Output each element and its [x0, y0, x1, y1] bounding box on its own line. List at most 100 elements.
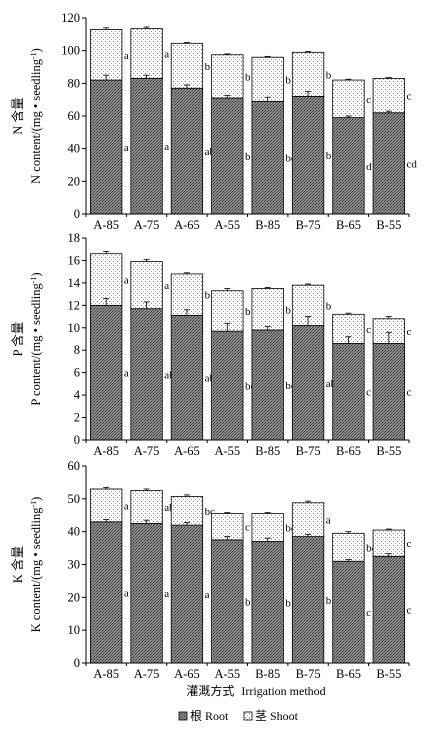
y-tick-label-n-0: 0	[74, 207, 80, 221]
x-tick-label-n-1: A-75	[134, 218, 160, 232]
sig-letter-root-n-7: cd	[407, 158, 418, 170]
sig-letter-root-n-0: a	[124, 142, 129, 154]
bar-root-k-1	[130, 523, 163, 664]
legend-label-shoot: 茎 Shoot	[255, 709, 299, 723]
x-axis-title: 灌溉方式 Irrigation method	[186, 683, 325, 698]
y-tick-label-n-3: 60	[68, 109, 81, 123]
x-axis-title-cn: 灌溉方式	[186, 683, 234, 698]
y-tick-label-n-6: 120	[61, 11, 80, 25]
y-tick-label-p-5: 10	[68, 321, 81, 335]
bar-root-n-6	[332, 117, 365, 215]
sig-letter-shoot-n-7: c	[407, 91, 412, 103]
y-tick-label-p-7: 14	[68, 276, 81, 290]
sig-letter-shoot-p-4: b	[285, 304, 291, 316]
bar-root-n-1	[130, 78, 163, 215]
x-tick-label-p-3: A-55	[214, 444, 240, 458]
bar-shoot-n-5	[291, 51, 325, 97]
bar-shoot-n-2	[170, 42, 204, 89]
y-tick-label-k-2: 20	[68, 590, 81, 604]
sig-letter-shoot-p-2: b	[205, 290, 211, 302]
sig-letter-root-k-4: b	[285, 597, 291, 609]
legend-label-root: 根 Root	[190, 709, 229, 723]
x-tick-label-p-5: B-75	[296, 444, 321, 458]
bar-root-k-4	[251, 541, 284, 664]
y-tick-label-n-5: 100	[61, 44, 80, 58]
sig-letter-shoot-n-4: b	[285, 74, 291, 86]
y-tick-label-p-0: 0	[74, 433, 80, 447]
x-tick-label-p-2: A-65	[174, 444, 200, 458]
y-axis-title-en-sup-k: -1	[29, 501, 38, 508]
y-axis-title-en-n: N content/(mg • seedling-1)	[29, 48, 44, 184]
y-tick-label-p-9: 18	[68, 231, 81, 245]
sig-letter-shoot-n-2: b	[205, 61, 211, 73]
bar-shoot-n-0	[90, 29, 123, 81]
sig-letter-shoot-p-0: a	[124, 275, 129, 287]
legend-swatch-root	[178, 711, 188, 721]
sig-letter-root-k-2: a	[205, 589, 210, 601]
legend-item-shoot: 茎 Shoot	[243, 709, 299, 723]
y-tick-label-p-6: 12	[68, 298, 81, 312]
legend-swatch-shoot	[243, 711, 253, 721]
x-tick-label-n-5: B-75	[296, 218, 321, 232]
sig-letter-root-k-6: c	[366, 607, 371, 619]
x-tick-label-p-1: A-75	[134, 444, 160, 458]
bar-root-p-5	[291, 325, 325, 441]
x-tick-label-k-6: B-65	[336, 667, 361, 681]
bar-shoot-k-3	[211, 513, 244, 541]
y-axis-title-en-close-n: )	[29, 48, 43, 52]
sig-letter-root-p-1: ab	[164, 369, 175, 381]
y-axis-title-cn-n: N 含量	[10, 97, 25, 134]
sig-letter-shoot-n-3: b	[245, 71, 251, 83]
sig-letter-root-k-1: a	[164, 588, 169, 600]
y-axis-title-en-sup-p: -1	[29, 277, 38, 284]
bar-shoot-k-1	[130, 490, 163, 524]
sig-letter-shoot-p-1: a	[164, 280, 169, 292]
sig-letter-shoot-k-7: c	[407, 538, 412, 550]
panel-p: a a A-85 ab a A-75 ab b A-65 bc b A-55 bc b B-85 ab b B-7…	[10, 231, 412, 458]
y-axis-title-en-main-k: K content/(mg • seedling	[29, 507, 43, 633]
sig-letter-root-p-4: bc	[285, 380, 296, 392]
sig-letter-shoot-n-0: a	[124, 50, 129, 62]
y-axis-title-cn-p: P 含量	[10, 322, 25, 357]
sig-letter-shoot-k-6: bc	[366, 542, 377, 554]
sig-letter-root-p-0: a	[124, 368, 129, 380]
sig-letter-shoot-k-1: ab	[164, 502, 175, 514]
y-tick-label-p-4: 8	[74, 343, 80, 357]
bar-shoot-n-4	[251, 56, 284, 102]
sig-letter-root-k-5: b	[326, 595, 332, 607]
sig-letter-root-p-3: bc	[245, 381, 256, 393]
svg-text:灌溉方式 Irrigation method: 灌溉方式 Irrigation method	[186, 683, 325, 698]
sig-letter-root-p-7: c	[407, 387, 412, 399]
x-tick-label-p-4: B-85	[255, 444, 280, 458]
x-tick-label-n-6: B-65	[336, 218, 361, 232]
sig-letter-shoot-p-6: c	[366, 324, 371, 336]
x-tick-label-k-7: B-55	[376, 667, 401, 681]
bar-root-p-3	[211, 330, 244, 441]
bar-root-p-2	[170, 315, 204, 441]
legend-item-root: 根 Root	[178, 709, 229, 723]
x-tick-label-n-4: B-85	[255, 218, 280, 232]
x-tick-label-n-0: A-85	[93, 218, 119, 232]
bar-shoot-k-7	[372, 529, 405, 557]
bar-shoot-n-1	[130, 28, 163, 79]
x-tick-label-n-3: A-55	[214, 218, 240, 232]
sig-letter-root-n-6: d	[366, 161, 372, 173]
bar-shoot-k-0	[90, 488, 123, 523]
bar-root-n-0	[90, 79, 123, 215]
bar-shoot-n-6	[332, 79, 365, 119]
sig-letter-shoot-k-0: a	[124, 500, 129, 512]
bar-root-p-1	[130, 308, 163, 441]
bar-root-k-2	[170, 524, 204, 664]
sig-letter-root-k-3: b	[245, 596, 251, 608]
y-axis-title-en-main-p: P content/(mg • seedling	[29, 283, 43, 406]
x-tick-label-n-7: B-55	[376, 218, 401, 232]
sig-letter-root-p-6: c	[366, 387, 371, 399]
x-tick-label-p-7: B-55	[376, 444, 401, 458]
bar-shoot-p-2	[170, 273, 204, 316]
bar-shoot-k-4	[251, 513, 284, 542]
y-tick-label-n-4: 80	[68, 76, 81, 90]
sig-letter-root-k-7: c	[407, 605, 412, 617]
bar-root-p-0	[90, 304, 123, 441]
x-tick-label-p-6: B-65	[336, 444, 361, 458]
sig-letter-root-n-3: b	[245, 151, 251, 163]
